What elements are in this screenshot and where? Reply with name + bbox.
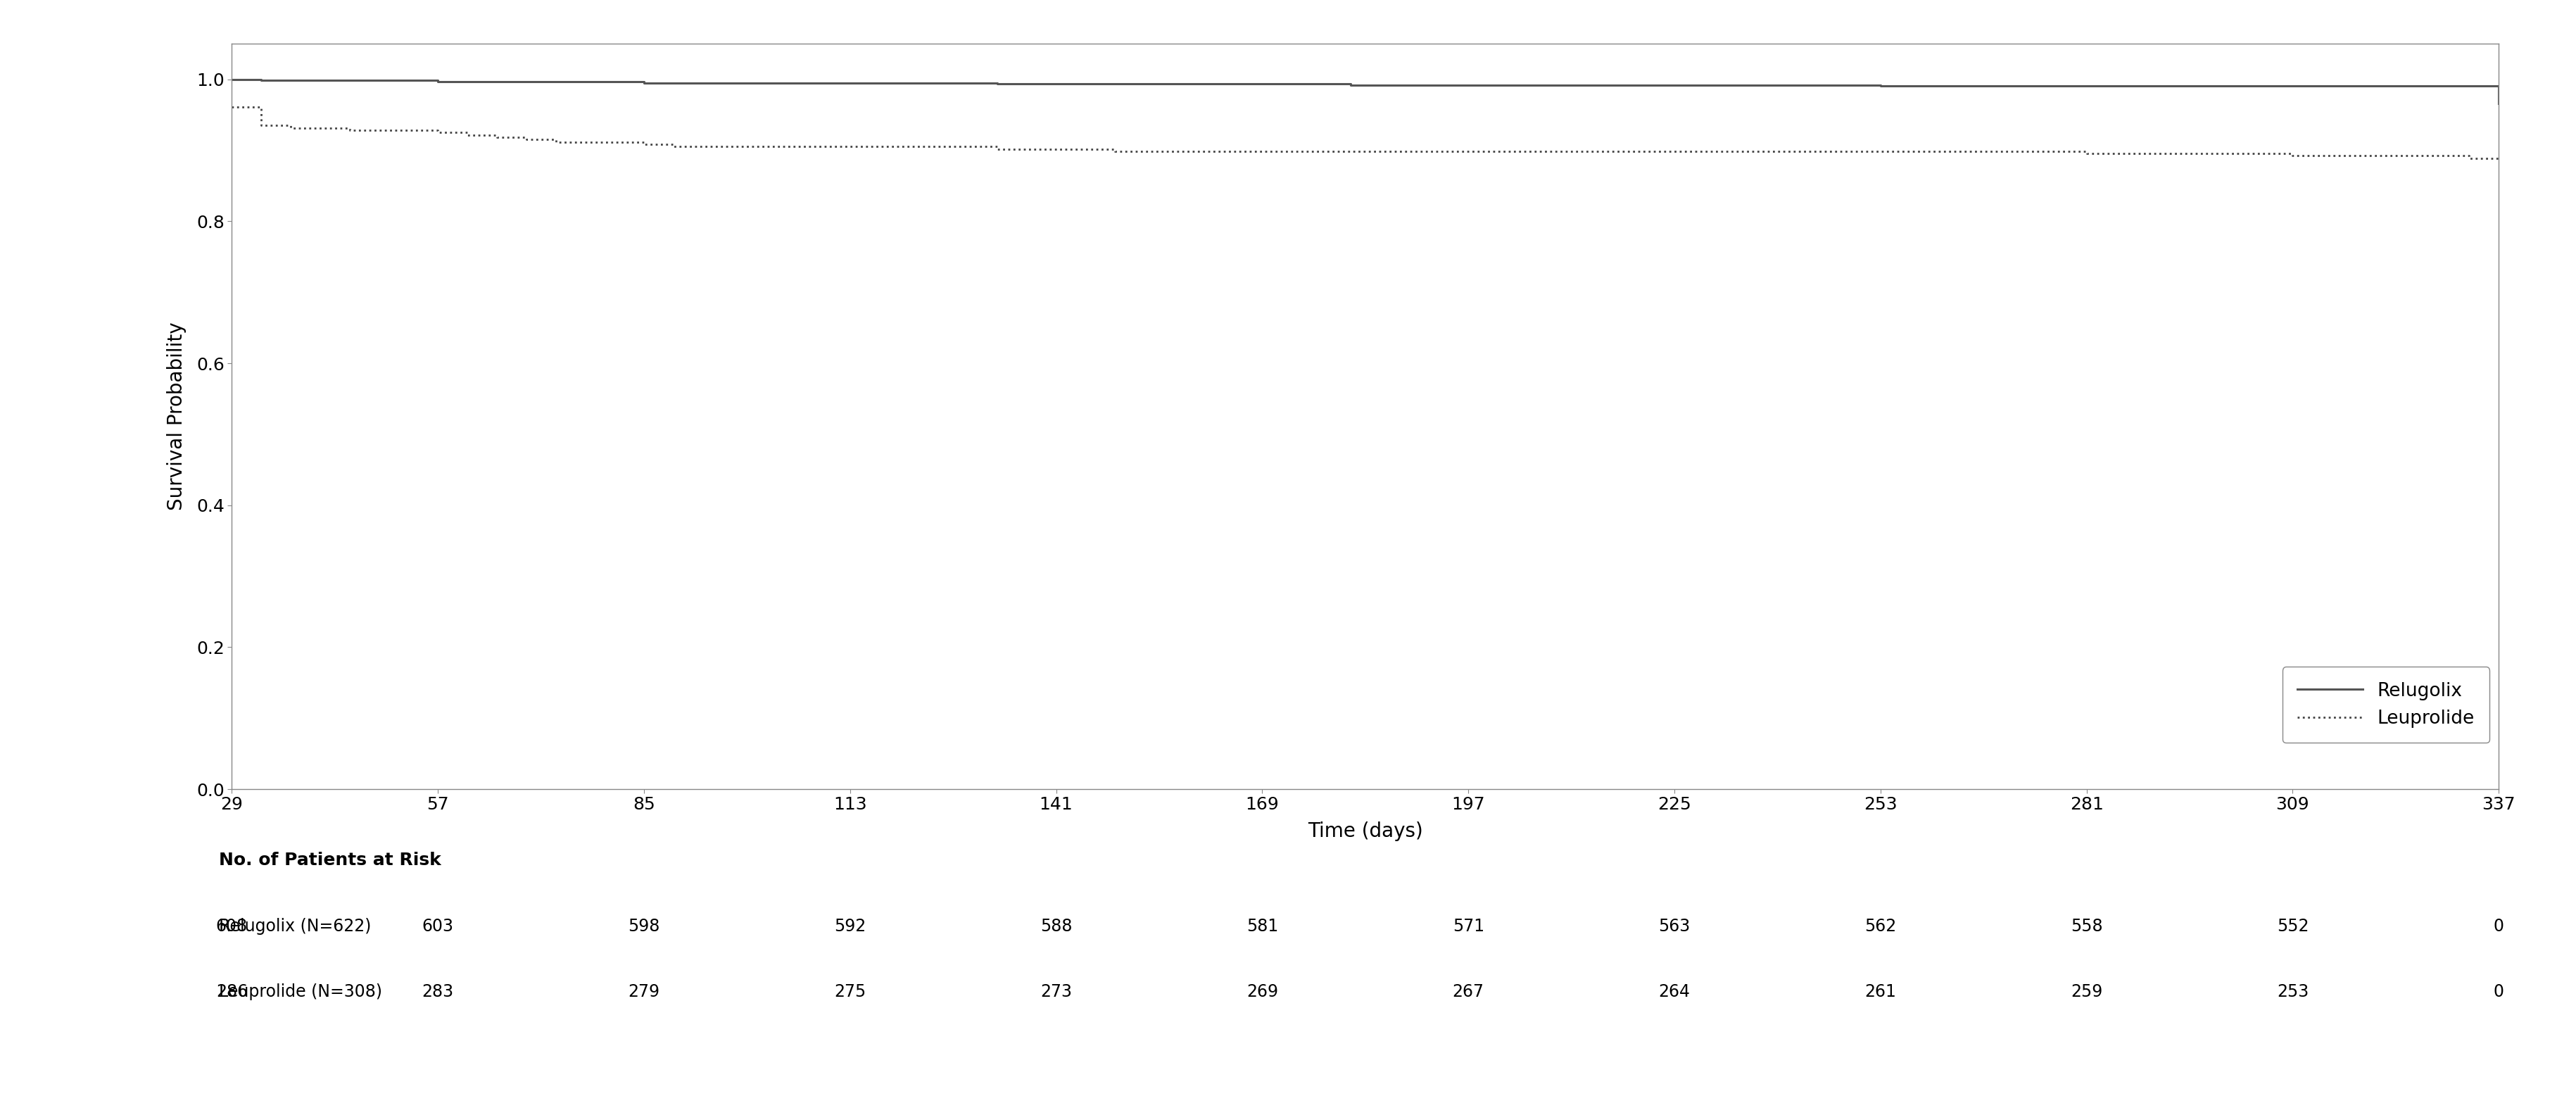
Y-axis label: Survival Probability: Survival Probability [167,322,185,511]
Text: 608: 608 [216,917,247,935]
Text: 581: 581 [1247,917,1278,935]
Text: 552: 552 [2277,917,2308,935]
Relugolix [1188,78,1218,91]
Text: 588: 588 [1041,917,1072,935]
Relugolix [2483,96,2514,110]
Text: 275: 275 [835,983,866,1001]
Text: 264: 264 [1659,983,1690,1001]
Leuprolide [1365,145,1396,158]
Relugolix [216,72,247,85]
Text: 562: 562 [1865,917,1896,935]
Leuprolide [1837,145,1868,158]
Text: 269: 269 [1247,983,1278,1001]
Text: 261: 261 [1865,983,1896,1001]
Leuprolide [216,101,247,114]
Text: 592: 592 [835,917,866,935]
Text: 603: 603 [422,917,453,935]
Text: 267: 267 [1453,983,1484,1001]
Relugolix [600,75,631,88]
Relugolix [1837,79,1868,92]
Legend: Relugolix, Leuprolide: Relugolix, Leuprolide [2282,667,2488,743]
Text: 563: 563 [1659,917,1690,935]
Leuprolide [1188,145,1218,158]
Text: No. of Patients at Risk: No. of Patients at Risk [219,852,440,869]
Relugolix [953,76,984,89]
Text: 283: 283 [422,983,453,1001]
Line: Relugolix: Relugolix [232,79,2499,103]
Text: 571: 571 [1453,917,1484,935]
Relugolix [1365,79,1396,92]
Relugolix [363,73,394,87]
Text: 259: 259 [2071,983,2102,1001]
Text: 0: 0 [2494,983,2504,1001]
Text: 0: 0 [2494,917,2504,935]
Line: Leuprolide: Leuprolide [232,107,2499,158]
Leuprolide [363,124,394,137]
Text: 253: 253 [2277,983,2308,1001]
Text: 273: 273 [1041,983,1072,1001]
Leuprolide [2455,151,2486,164]
Text: Leuprolide (N=308): Leuprolide (N=308) [219,983,381,1001]
Text: 598: 598 [629,917,659,935]
Text: 279: 279 [629,983,659,1001]
Text: 558: 558 [2071,917,2102,935]
Leuprolide [600,135,631,148]
Leuprolide [2483,151,2514,164]
Text: Relugolix (N=622): Relugolix (N=622) [219,917,371,935]
Leuprolide [953,140,984,153]
Text: 286: 286 [216,983,247,1001]
X-axis label: Time (days): Time (days) [1309,821,1422,841]
